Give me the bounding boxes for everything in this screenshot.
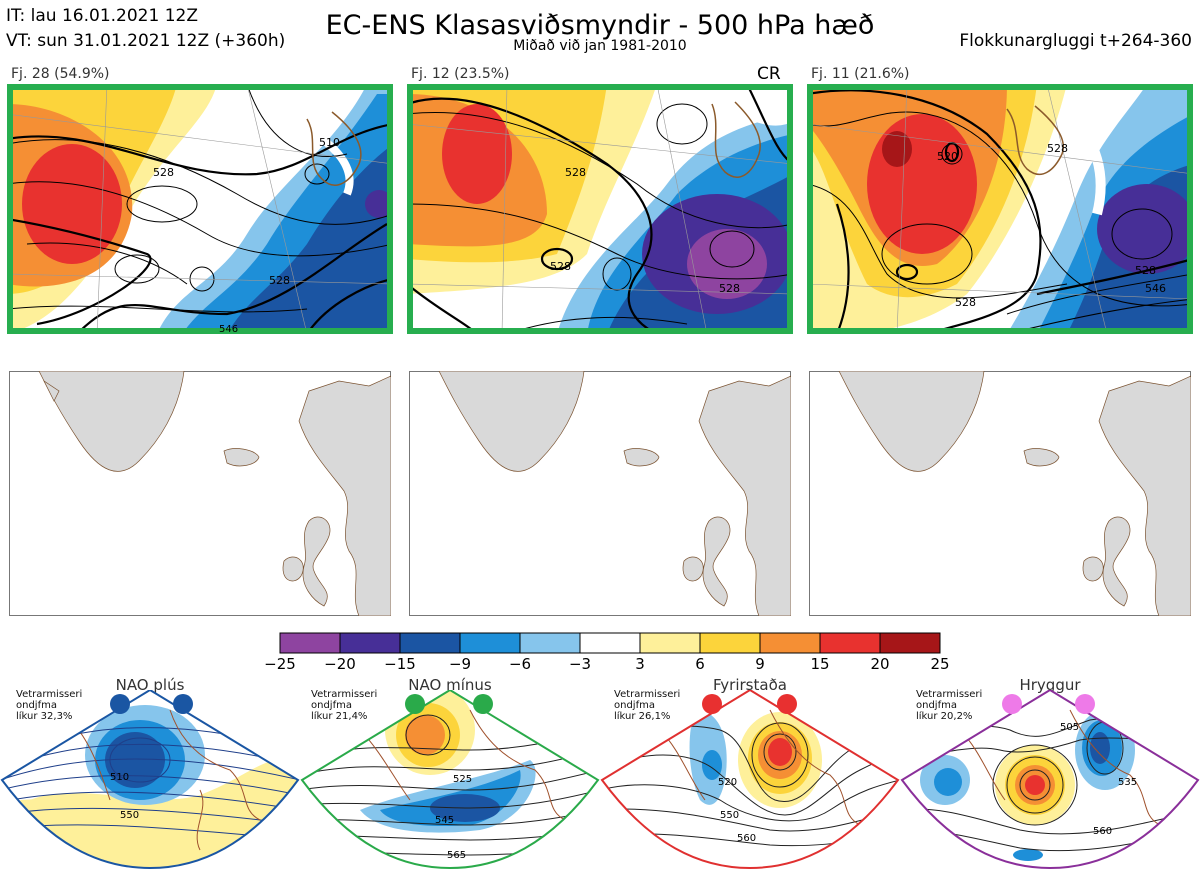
regime-map-nao-minus[interactable]: 525 545 565 [300, 690, 600, 870]
colorbar-swatch [819, 632, 881, 654]
colorbar-swatch [519, 632, 581, 654]
colorbar-tick-label: −9 [448, 655, 472, 673]
colorbar-tick-label: −6 [508, 655, 532, 673]
cluster-map-3[interactable]: 520 528 528 528 546 [807, 84, 1193, 334]
colorbar-tick-label: −15 [384, 655, 416, 673]
colorbar-swatch [879, 632, 941, 654]
contour-label: 528 [153, 166, 174, 179]
contour-label: 528 [1135, 264, 1156, 277]
colorbar-swatch [579, 632, 641, 654]
contour-label: 510 [110, 772, 129, 783]
regime-marker-dot [110, 694, 130, 714]
anomaly-colorbar [279, 632, 941, 654]
empty-map-1[interactable] [9, 371, 391, 616]
contour-label: 550 [720, 810, 739, 821]
regime-map-ridge[interactable]: 505 535 560 [900, 690, 1200, 870]
contour-label: 550 [120, 810, 139, 821]
contour-label: 535 [1118, 777, 1137, 788]
contour-label: 560 [1093, 826, 1112, 837]
contour-label: 510 [319, 136, 340, 149]
regime-nao-minus-title: NAO mínus [408, 676, 492, 694]
contour-label: 528 [955, 296, 976, 309]
regime-marker-dot [702, 694, 722, 714]
colorbar-swatch [639, 632, 701, 654]
regime-frame [300, 690, 600, 870]
regime-marker-dot [1002, 694, 1022, 714]
colorbar-swatch [459, 632, 521, 654]
regime-frame [600, 690, 900, 870]
panel-1-label: Fj. 28 (54.9%) [11, 66, 110, 82]
empty-map-3[interactable] [809, 371, 1191, 616]
contour-label: 546 [219, 324, 238, 334]
colorbar-swatch [699, 632, 761, 654]
page-subtitle: Miðað við jan 1981-2010 [513, 38, 687, 54]
regime-blocking-title: Fyrirstaða [713, 676, 787, 694]
contour-label: 528 [269, 274, 290, 287]
regime-nao-plus-title: NAO plús [115, 676, 185, 694]
colorbar-swatch [279, 632, 341, 654]
regime-map-nao-plus[interactable]: 510 550 [0, 690, 300, 870]
regime-marker-dot [173, 694, 193, 714]
cluster-map-2[interactable]: 528 528 528 [407, 84, 793, 334]
regime-marker-dot [473, 694, 493, 714]
colorbar-tick-label: −25 [264, 655, 296, 673]
panel-2-cr-tag: CR [757, 64, 781, 84]
contour-label: 520 [718, 777, 737, 788]
regime-nao-minus-note: Vetrarmisseri ondjfma líkur 21,4% [311, 689, 378, 722]
colorbar-swatch [339, 632, 401, 654]
page-title: EC-ENS Klasasviðsmyndir - 500 hPa hæð [325, 10, 875, 41]
cluster-frame [407, 84, 793, 334]
regime-nao-plus-note: Vetrarmisseri ondjfma líkur 32,3% [16, 689, 83, 722]
cluster-map-1[interactable]: 510 528 528 546 [7, 84, 393, 334]
regime-marker-dot [777, 694, 797, 714]
classification-window: Flokkunargluggi t+264-360 [959, 31, 1192, 51]
colorbar-tick-label: 15 [810, 655, 830, 673]
cluster-frame [7, 84, 393, 334]
colorbar-tick-label: −3 [568, 655, 592, 673]
contour-label: 528 [550, 260, 571, 273]
regime-ridge-title: Hryggur [1019, 676, 1081, 694]
regime-frame [0, 690, 300, 870]
contour-label: 545 [435, 815, 454, 826]
colorbar-swatch [399, 632, 461, 654]
initial-time: IT: lau 16.01.2021 12Z [6, 6, 198, 26]
regime-ridge-note: Vetrarmisseri ondjfma líkur 20,2% [916, 689, 983, 722]
contour-label: 546 [1145, 282, 1166, 295]
empty-map-2[interactable] [409, 371, 791, 616]
contour-label: 528 [1047, 142, 1068, 155]
regime-blocking-note: Vetrarmisseri ondjfma líkur 26,1% [614, 689, 681, 722]
contour-label: 565 [447, 850, 466, 861]
contour-label: 528 [565, 166, 586, 179]
colorbar-tick-label: −20 [324, 655, 356, 673]
cluster-frame [807, 84, 1193, 334]
contour-label: 505 [1060, 722, 1079, 733]
contour-label: 525 [453, 774, 472, 785]
colorbar-tick-label: 25 [930, 655, 950, 673]
valid-time: VT: sun 31.01.2021 12Z (+360h) [6, 31, 286, 51]
regime-frame [900, 690, 1200, 870]
regime-marker-dot [405, 694, 425, 714]
colorbar-swatch [759, 632, 821, 654]
contour-label: 560 [737, 833, 756, 844]
colorbar-tick-label: 20 [870, 655, 890, 673]
regime-marker-dot [1075, 694, 1095, 714]
panel-2-label: Fj. 12 (23.5%) [411, 66, 510, 82]
contour-label: 520 [937, 150, 958, 163]
regime-map-blocking[interactable]: 520 550 560 [600, 690, 900, 870]
panel-3-label: Fj. 11 (21.6%) [811, 66, 910, 82]
colorbar-tick-label: 3 [635, 655, 645, 673]
contour-label: 528 [719, 282, 740, 295]
colorbar-tick-label: 9 [755, 655, 765, 673]
colorbar-tick-label: 6 [695, 655, 705, 673]
